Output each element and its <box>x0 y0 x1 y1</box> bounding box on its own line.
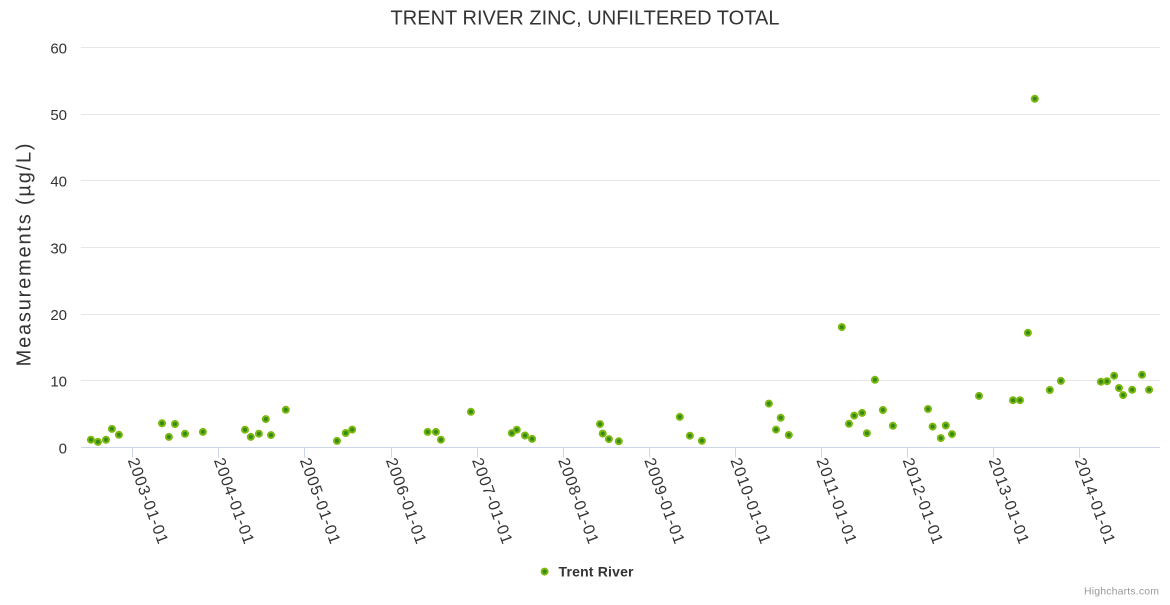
svg-text:TRENT RIVER ZINC, UNFILTERED T: TRENT RIVER ZINC, UNFILTERED TOTAL <box>391 8 780 30</box>
svg-text:30: 30 <box>50 240 67 257</box>
svg-text:Measurements (µg/L): Measurements (µg/L) <box>14 143 36 366</box>
svg-text:0: 0 <box>59 440 67 457</box>
svg-text:20: 20 <box>50 307 67 324</box>
svg-text:40: 40 <box>50 174 67 191</box>
svg-text:Highcharts.com: Highcharts.com <box>1084 586 1159 598</box>
svg-text:50: 50 <box>50 107 67 124</box>
svg-text:10: 10 <box>50 374 67 391</box>
svg-text:Trent River: Trent River <box>559 564 635 580</box>
svg-text:60: 60 <box>50 40 67 57</box>
